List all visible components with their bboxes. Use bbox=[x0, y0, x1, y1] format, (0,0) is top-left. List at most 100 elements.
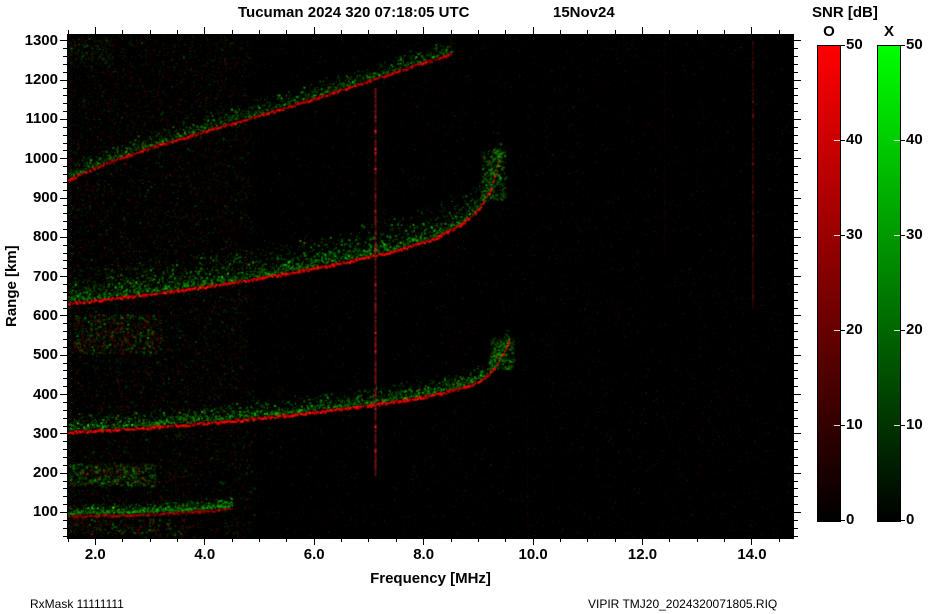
colorbar-tick bbox=[841, 424, 845, 426]
y-major-tick bbox=[794, 511, 801, 513]
colorbar-tick-label: 40 bbox=[906, 131, 923, 148]
colorbar-tick bbox=[901, 44, 905, 46]
y-minor-tick bbox=[794, 378, 798, 380]
y-minor-tick bbox=[794, 370, 798, 372]
colorbar-tick bbox=[841, 519, 845, 521]
y-minor-tick bbox=[794, 48, 798, 50]
x-major-tick bbox=[94, 538, 96, 545]
y-minor-tick bbox=[794, 95, 798, 97]
y-minor-tick bbox=[794, 307, 798, 309]
x-tick-label: 2.0 bbox=[84, 546, 106, 563]
x-major-tick bbox=[94, 27, 96, 34]
y-minor-tick bbox=[794, 229, 798, 231]
x-major-tick bbox=[423, 27, 425, 34]
y-major-tick bbox=[794, 79, 801, 81]
y-minor-tick bbox=[794, 425, 798, 427]
y-major-tick bbox=[794, 118, 801, 120]
y-major-tick bbox=[794, 433, 801, 435]
colorbar-tick bbox=[901, 139, 905, 141]
y-minor-tick bbox=[794, 323, 798, 325]
colorbar-tick-label: 50 bbox=[846, 36, 863, 53]
colorbar-tick bbox=[841, 234, 845, 236]
colorbar-tick bbox=[841, 139, 845, 141]
colorbar-tick-label: 50 bbox=[906, 36, 923, 53]
colorbar-tick-label: 0 bbox=[906, 511, 915, 528]
y-major-tick bbox=[60, 394, 67, 396]
y-major-tick bbox=[60, 118, 67, 120]
y-minor-tick bbox=[794, 189, 798, 191]
y-minor-tick bbox=[794, 244, 798, 246]
y-major-tick bbox=[794, 40, 801, 42]
y-minor-tick bbox=[794, 87, 798, 89]
colorbar-tick-label: 30 bbox=[906, 226, 923, 243]
y-minor-tick bbox=[794, 362, 798, 364]
y-major-tick bbox=[794, 394, 801, 396]
y-minor-tick bbox=[794, 464, 798, 466]
x-tick-label: 6.0 bbox=[303, 546, 325, 563]
colorbar-o-label: O bbox=[823, 23, 835, 40]
colorbar-o-gradient bbox=[817, 45, 841, 522]
y-minor-tick bbox=[794, 480, 798, 482]
y-minor-tick bbox=[794, 291, 798, 293]
y-major-tick bbox=[60, 197, 67, 199]
x-major-tick bbox=[642, 538, 644, 545]
x-major-tick bbox=[532, 27, 534, 34]
x-major-tick bbox=[642, 27, 644, 34]
x-major-tick bbox=[423, 538, 425, 545]
y-minor-tick bbox=[794, 456, 798, 458]
y-major-tick bbox=[794, 197, 801, 199]
y-tick-label: 700 bbox=[32, 267, 58, 285]
y-minor-tick bbox=[794, 56, 798, 58]
y-minor-tick bbox=[794, 496, 798, 498]
y-minor-tick bbox=[794, 339, 798, 341]
y-major-tick bbox=[794, 472, 801, 474]
x-major-tick bbox=[313, 538, 315, 545]
y-minor-tick bbox=[794, 519, 798, 521]
colorbar-tick-label: 20 bbox=[906, 321, 923, 338]
x-major-tick bbox=[313, 27, 315, 34]
y-major-tick bbox=[60, 354, 67, 356]
x-major-tick bbox=[204, 538, 206, 545]
colorbar-tick bbox=[901, 424, 905, 426]
y-minor-tick bbox=[794, 284, 798, 286]
y-minor-tick bbox=[794, 409, 798, 411]
y-minor-tick bbox=[794, 346, 798, 348]
y-tick-label: 1300 bbox=[24, 31, 58, 49]
y-minor-tick bbox=[794, 142, 798, 144]
x-major-tick bbox=[204, 27, 206, 34]
plot-date: 15Nov24 bbox=[553, 4, 615, 21]
colorbar-tick bbox=[901, 234, 905, 236]
colorbar-tick bbox=[901, 519, 905, 521]
y-minor-tick bbox=[794, 111, 798, 113]
x-tick-label: 12.0 bbox=[627, 546, 658, 563]
y-minor-tick bbox=[794, 252, 798, 254]
y-minor-tick bbox=[794, 268, 798, 270]
y-minor-tick bbox=[794, 535, 798, 537]
y-minor-tick bbox=[794, 71, 798, 73]
y-minor-tick bbox=[794, 134, 798, 136]
colorbar-x-gradient bbox=[877, 45, 901, 522]
y-minor-tick bbox=[794, 166, 798, 168]
y-major-tick bbox=[794, 158, 801, 160]
y-minor-tick bbox=[794, 126, 798, 128]
colorbar-tick-label: 0 bbox=[846, 511, 855, 528]
y-major-tick bbox=[794, 354, 801, 356]
colorbar-tick bbox=[841, 329, 845, 331]
y-major-tick bbox=[60, 433, 67, 435]
ionogram-plot bbox=[68, 35, 793, 538]
y-minor-tick bbox=[794, 386, 798, 388]
y-axis-label: Range [km] bbox=[3, 245, 20, 328]
x-major-tick bbox=[751, 27, 753, 34]
x-major-tick bbox=[532, 538, 534, 545]
data-file-label: VIPIR TMJ20_2024320071805.RIQ bbox=[588, 597, 778, 611]
colorbar-tick-label: 40 bbox=[846, 131, 863, 148]
plot-frame bbox=[67, 34, 794, 539]
y-tick-label: 200 bbox=[32, 464, 58, 482]
y-minor-tick bbox=[794, 63, 798, 65]
y-major-tick bbox=[60, 158, 67, 160]
x-tick-label: 4.0 bbox=[194, 546, 216, 563]
y-major-tick bbox=[60, 315, 67, 317]
y-major-tick bbox=[60, 236, 67, 238]
y-tick-label: 600 bbox=[32, 306, 58, 324]
